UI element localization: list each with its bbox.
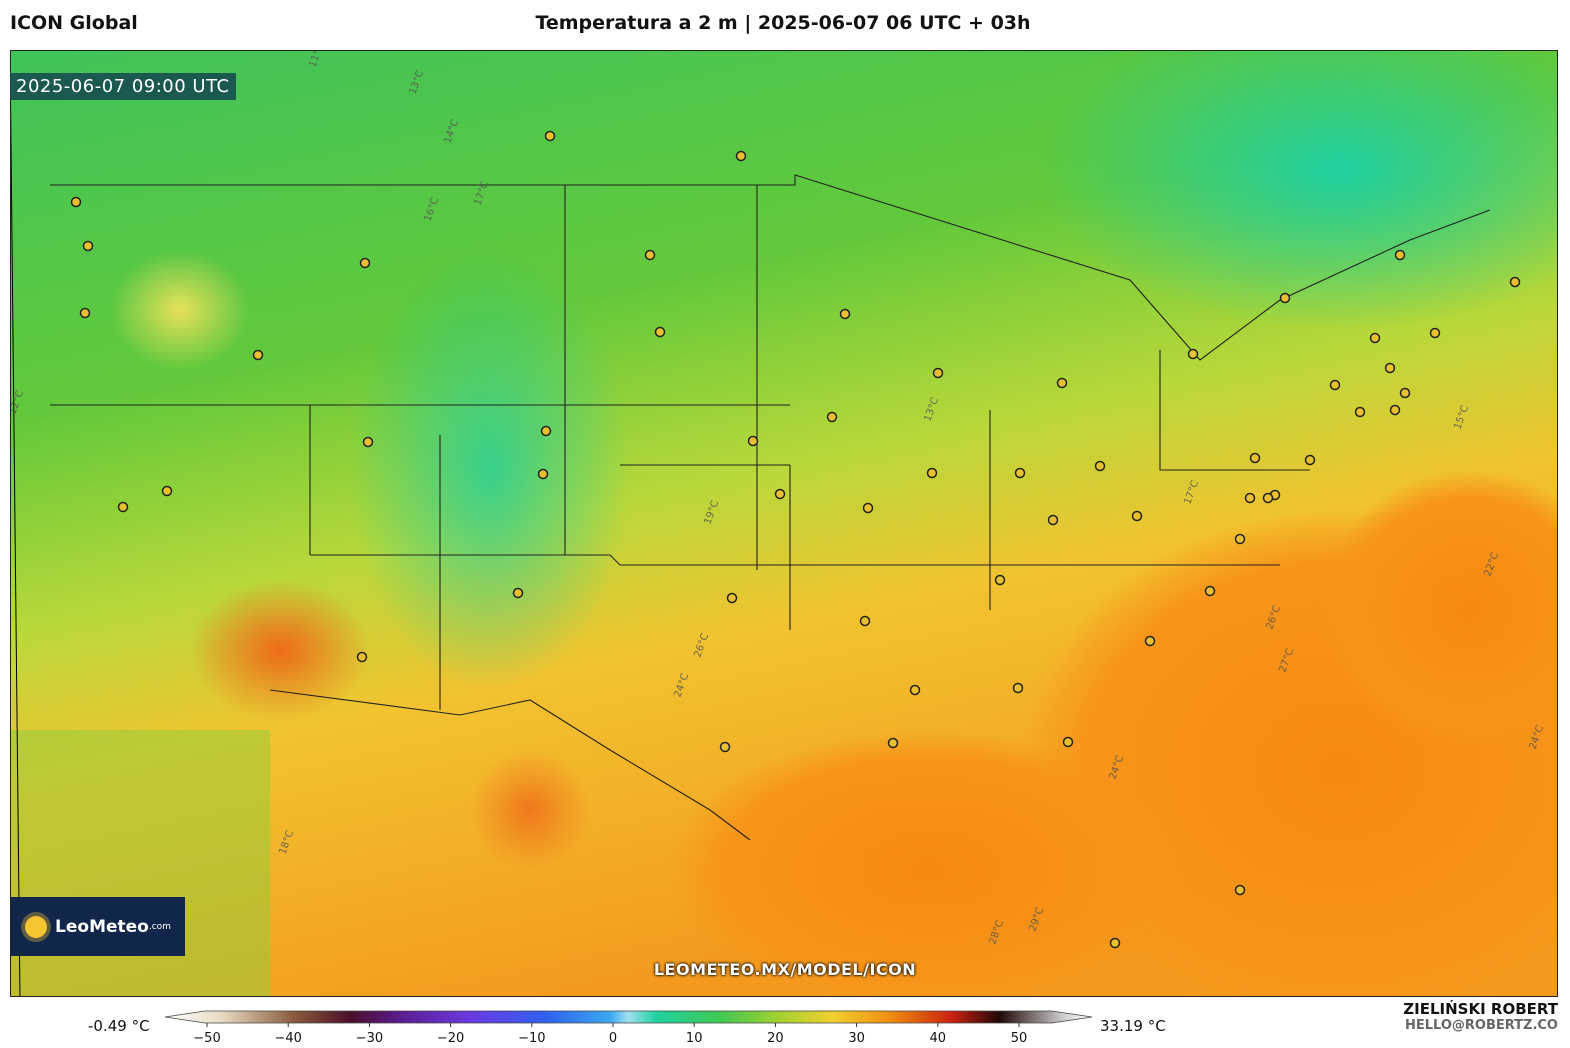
colorbar-tick-label: −10	[518, 1031, 545, 1046]
city-dot	[1014, 467, 1026, 479]
hot-area	[190, 580, 370, 720]
city-dot	[726, 592, 738, 604]
cities	[70, 130, 1521, 949]
city-dot	[359, 257, 371, 269]
colorbar-tick-label: −20	[437, 1031, 464, 1046]
city-dot	[79, 307, 91, 319]
city-dot	[644, 249, 656, 261]
city-dot	[1329, 379, 1341, 391]
hot-area	[470, 750, 590, 870]
city-dot	[1056, 377, 1068, 389]
city-dot	[540, 425, 552, 437]
colorbar-tick-label: −30	[356, 1031, 383, 1046]
city-dot	[1204, 585, 1216, 597]
city-dot	[1262, 492, 1274, 504]
city-dot	[994, 574, 1006, 586]
city-dot	[117, 501, 129, 513]
cool-area	[350, 250, 630, 690]
logo-domain: .com	[148, 921, 171, 932]
colorbar: −50 −40 −30 −20 −10 0 10 20 30 40 50	[164, 1010, 1093, 1046]
city-dot	[654, 326, 666, 338]
valid-time: 2025-06-07 09:00 UTC	[10, 73, 236, 100]
city-dot	[747, 435, 759, 447]
map-frame	[10, 50, 1558, 997]
colorbar-tick-label: 20	[767, 1031, 784, 1046]
mexico-border	[269, 689, 751, 841]
city-dot	[735, 150, 747, 162]
city-dot	[1062, 736, 1074, 748]
gulf-warm	[670, 730, 1190, 997]
watermark: LEOMETEO.MX/MODEL/ICON	[653, 960, 917, 979]
city-dot	[909, 684, 921, 696]
city-dot	[1187, 348, 1199, 360]
city-dot	[1354, 406, 1366, 418]
city-dot	[1047, 514, 1059, 526]
map-title: Temperatura a 2 m | 2025-06-07 06 UTC + …	[535, 12, 1031, 34]
city-dot	[826, 411, 838, 423]
logo-icon	[25, 915, 48, 938]
city-dot	[1389, 404, 1401, 416]
city-dot	[544, 130, 556, 142]
city-dot	[362, 436, 374, 448]
author-email: HELLO@ROBERTZ.CO	[1404, 1018, 1558, 1033]
city-dot	[82, 240, 94, 252]
city-dot	[839, 308, 851, 320]
colorbar-tick-label: 0	[609, 1031, 617, 1046]
city-dot	[1399, 387, 1411, 399]
city-dot	[926, 467, 938, 479]
model-name: ICON Global	[10, 12, 138, 34]
city-dot	[1279, 292, 1291, 304]
city-dot	[932, 367, 944, 379]
city-dot	[1109, 937, 1121, 949]
colorbar-tick-label: 10	[686, 1031, 703, 1046]
city-dot	[1244, 492, 1256, 504]
city-dot	[862, 502, 874, 514]
city-dot	[356, 651, 368, 663]
state-borders	[50, 185, 1310, 710]
city-dot	[719, 741, 731, 753]
city-dot	[774, 488, 786, 500]
city-dot	[1094, 460, 1106, 472]
city-dot	[1234, 884, 1246, 896]
logo: LeoMeteo .com	[11, 897, 185, 956]
temperature-map: 11°C13°C17°C14°C16°C12°C 13°C19°C26°C24°C…	[10, 50, 1558, 997]
warm-area	[110, 250, 250, 370]
city-dot	[1012, 682, 1024, 694]
colorbar-tick-label: 40	[930, 1031, 947, 1046]
city-dot	[1429, 327, 1441, 339]
city-dot	[1394, 249, 1406, 261]
city-dot	[1249, 452, 1261, 464]
author-name: ZIELIŃSKI ROBERT	[1403, 1000, 1558, 1018]
pacific-area	[10, 730, 270, 997]
city-dot	[1144, 635, 1156, 647]
colorbar-min: -0.49 °C	[88, 1017, 150, 1035]
colorbar-ramp	[164, 1010, 1093, 1024]
city-dot	[859, 615, 871, 627]
city-dot	[537, 468, 549, 480]
city-dot	[252, 349, 264, 361]
colorbar-tick-label: −50	[193, 1031, 220, 1046]
city-dot	[1509, 276, 1521, 288]
city-dot	[1304, 454, 1316, 466]
logo-text: LeoMeteo	[55, 916, 149, 937]
city-dot	[70, 196, 82, 208]
canada-border	[50, 174, 1491, 361]
cool-area	[1040, 50, 1558, 330]
colorbar-tick-label: −40	[274, 1031, 301, 1046]
city-dot	[887, 737, 899, 749]
edge	[10, 50, 21, 997]
city-dot	[1369, 332, 1381, 344]
city-dot	[512, 587, 524, 599]
borders	[50, 174, 1491, 841]
city-dot	[161, 485, 173, 497]
city-dot	[1131, 510, 1143, 522]
city-dot	[1384, 362, 1396, 374]
colorbar-max: 33.19 °C	[1100, 1017, 1166, 1035]
colorbar-tick-label: 50	[1011, 1031, 1028, 1046]
ocean-warm	[1320, 470, 1558, 750]
colorbar-tick-label: 30	[848, 1031, 865, 1046]
city-dot	[1234, 533, 1246, 545]
